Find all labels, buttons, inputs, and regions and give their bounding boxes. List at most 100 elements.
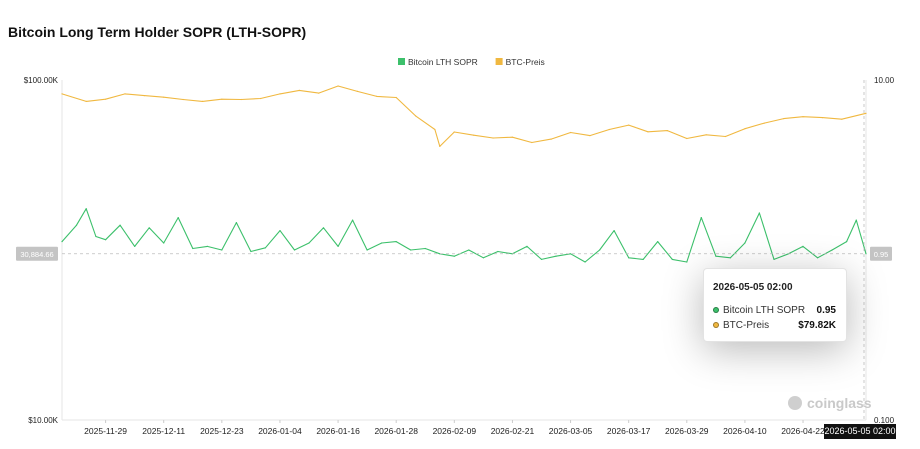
data-point-price	[628, 124, 630, 126]
data-point-price	[240, 98, 242, 101]
legend-label-1: BTC-Preis	[506, 57, 545, 67]
x-tick-label: 2026-03-29	[665, 426, 709, 436]
y-right-tick-label: 10.00	[874, 76, 895, 85]
data-point-sopr	[322, 227, 325, 229]
tooltip-row-price: BTC-Preis $79.82K	[713, 318, 836, 332]
legend-swatch-1	[495, 58, 503, 65]
data-point-sopr	[308, 242, 310, 244]
data-point-sopr	[671, 258, 673, 260]
data-point-sopr	[817, 257, 819, 259]
y-right-tick-label: 0.100	[874, 416, 895, 425]
data-point-price	[298, 89, 300, 91]
data-point-price	[763, 122, 765, 124]
data-point-sopr	[642, 258, 644, 260]
data-point-sopr	[802, 245, 804, 247]
data-point-price	[163, 96, 165, 98]
data-point-sopr	[85, 208, 87, 210]
data-point-sopr	[352, 219, 354, 221]
data-point-price	[608, 128, 610, 131]
watermark-text: coinglass	[807, 395, 872, 411]
data-point-sopr	[846, 241, 848, 243]
chart-legend: Bitcoin LTH SOPR BTC-Preis	[398, 57, 545, 67]
data-point-price	[439, 145, 441, 147]
data-point-sopr	[570, 253, 572, 255]
data-point-sopr	[453, 255, 455, 257]
data-point-price	[589, 135, 591, 137]
data-point-sopr	[540, 258, 543, 260]
data-point-price	[434, 128, 436, 131]
y-left-tick-label: $100.00K	[24, 76, 59, 85]
data-point-sopr	[134, 245, 136, 247]
data-point-sopr	[410, 249, 412, 251]
tooltip-series-value: $79.82K	[798, 319, 836, 331]
data-point-sopr	[163, 242, 165, 244]
chart-axes: $100.00K $10.00K 10.00 0.100 2025-11-29 2025-…	[24, 76, 895, 436]
tooltip-row-sopr: Bitcoin LTH SOPR 0.95	[713, 303, 836, 317]
x-tick-label: 2026-02-21	[491, 426, 535, 436]
data-point-price	[744, 128, 746, 130]
data-point-sopr	[526, 245, 528, 247]
data-point-price	[415, 115, 417, 117]
data-point-sopr	[119, 224, 121, 226]
x-tick-label: 2025-12-23	[200, 426, 244, 436]
data-point-sopr	[250, 250, 252, 253]
tooltip-time: 2026-05-05 02:00	[713, 282, 793, 293]
series-line-lth-sopr	[61, 208, 867, 263]
crosshair: 30,884.66 0.95	[16, 80, 892, 420]
data-point-price	[647, 131, 649, 133]
data-point-price	[201, 100, 204, 102]
data-point-sopr	[773, 258, 775, 260]
data-point-sopr	[177, 217, 179, 219]
data-point-sopr	[95, 235, 97, 238]
data-point-sopr	[628, 257, 630, 259]
data-point-sopr	[206, 245, 208, 247]
price-dot-icon	[713, 322, 719, 328]
data-point-sopr	[381, 242, 383, 244]
data-point-price	[821, 117, 824, 119]
coinglass-icon	[788, 396, 802, 410]
data-point-price	[686, 137, 688, 140]
data-point-price	[356, 90, 358, 92]
data-point-sopr	[700, 217, 702, 219]
data-point-sopr	[584, 261, 586, 263]
data-point-sopr	[686, 261, 688, 263]
data-tooltip: 2026-05-05 02:00 Bitcoin LTH SOPR 0.95 B…	[703, 268, 847, 342]
x-tick-label: 2026-04-10	[723, 426, 767, 436]
data-point-price	[865, 112, 867, 114]
data-point-price	[260, 97, 262, 100]
data-point-price	[511, 136, 513, 138]
data-point-sopr	[75, 224, 78, 226]
data-point-sopr	[279, 230, 281, 232]
data-point-price	[337, 85, 339, 87]
data-point-price	[453, 131, 455, 133]
x-tick-label: 2025-11-29	[84, 426, 127, 436]
data-point-sopr	[293, 249, 296, 251]
x-tick-label: 2025-12-11	[142, 426, 185, 436]
series-line-btc-price	[61, 85, 867, 147]
x-tick-label: 2026-01-28	[374, 426, 418, 436]
data-point-price	[783, 118, 785, 120]
tooltip-series-name: BTC-Preis	[723, 319, 770, 331]
data-point-sopr	[192, 247, 194, 250]
x-tick-label: 2026-04-22	[781, 426, 825, 436]
data-point-sopr	[468, 249, 470, 251]
tooltip-series-name: Bitcoin LTH SOPR	[723, 304, 806, 316]
data-point-sopr	[482, 257, 484, 259]
crosshair-right-label: 0.95	[874, 250, 889, 259]
data-point-sopr	[61, 241, 63, 243]
data-point-price	[841, 118, 843, 120]
data-point-price	[550, 138, 552, 140]
data-point-sopr	[715, 255, 717, 257]
data-point-sopr	[831, 249, 833, 251]
y-left-tick-label: $10.00K	[28, 416, 58, 425]
data-point-price	[105, 98, 107, 100]
data-point-sopr	[221, 249, 223, 251]
tooltip-series-value: 0.95	[816, 304, 836, 316]
crosshair-left-label-bg	[16, 246, 58, 261]
data-point-sopr	[395, 241, 397, 243]
data-point-sopr	[865, 253, 867, 255]
data-point-price	[279, 93, 281, 95]
data-point-sopr	[424, 247, 426, 250]
data-point-price	[85, 100, 87, 102]
